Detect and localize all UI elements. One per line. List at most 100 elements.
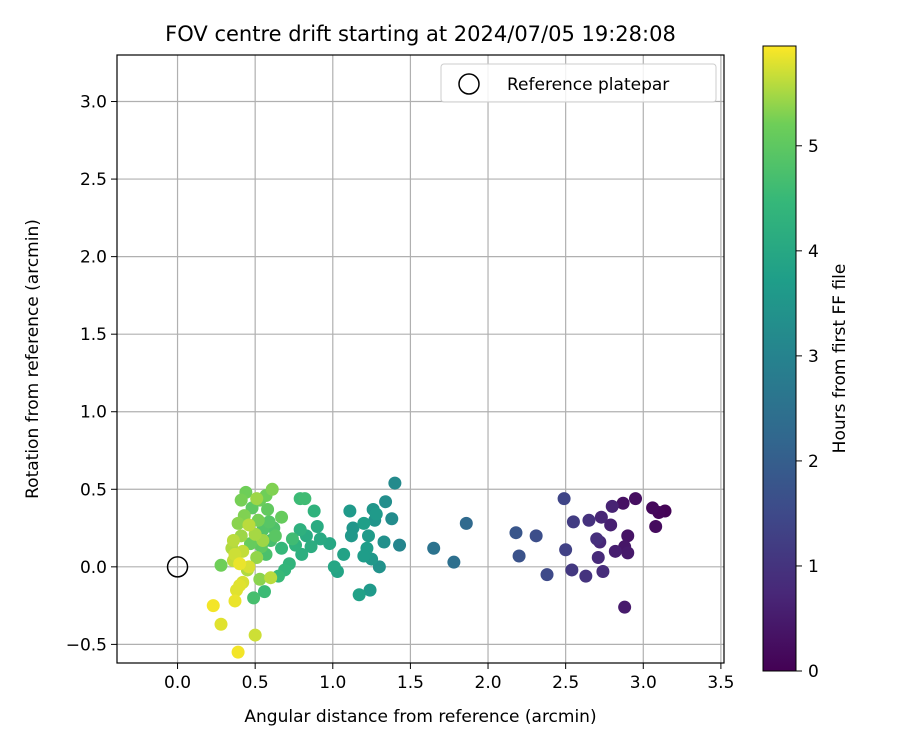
data-point <box>618 600 632 614</box>
data-point <box>250 492 264 506</box>
data-point <box>427 541 441 555</box>
data-point <box>344 529 358 543</box>
data-point <box>275 541 289 555</box>
data-point <box>509 526 523 540</box>
data-point <box>295 547 309 561</box>
data-point <box>385 512 399 526</box>
data-point <box>233 557 247 571</box>
data-point <box>310 520 324 534</box>
data-point <box>559 543 573 557</box>
y-tick-label: 1.5 <box>80 325 107 345</box>
colorbar-tick-label: 0 <box>808 662 819 682</box>
data-point <box>206 599 220 613</box>
reference-platepar-marker <box>166 556 189 578</box>
data-point <box>234 493 248 507</box>
data-point <box>275 510 289 524</box>
data-point <box>590 532 604 546</box>
data-point <box>343 504 357 518</box>
data-point <box>214 558 228 572</box>
data-point <box>557 492 571 506</box>
data-point <box>594 510 608 524</box>
y-tick-label: 2.5 <box>80 170 107 190</box>
data-point <box>565 563 579 577</box>
data-point <box>214 617 228 631</box>
data-point <box>228 594 242 608</box>
data-point <box>459 516 473 530</box>
y-tick-label: −0.5 <box>66 635 107 655</box>
data-point <box>248 628 262 642</box>
data-point <box>512 549 526 563</box>
y-axis-label: Rotation from reference (arcmin) <box>23 219 43 499</box>
data-point <box>605 499 619 513</box>
data-point <box>621 546 635 560</box>
data-point <box>361 529 375 543</box>
x-tick-label: 1.5 <box>397 673 424 693</box>
colorbar-tick-label: 3 <box>808 347 819 367</box>
data-point <box>616 496 630 510</box>
x-axis-ticks: 0.0 0.5 1.0 1.5 2.0 2.5 3.0 3.5 <box>164 663 734 693</box>
y-tick-label: 2.0 <box>80 248 107 268</box>
data-point <box>540 568 554 582</box>
data-point <box>579 569 593 583</box>
colorbar-gradient <box>762 45 797 672</box>
data-point <box>268 529 282 543</box>
grid-lines <box>117 55 724 663</box>
data-point <box>447 555 461 569</box>
colorbar-ticks: 0 1 2 3 4 5 <box>796 137 819 682</box>
plot-frame <box>116 54 725 664</box>
data-point <box>298 492 312 506</box>
data-point <box>582 513 596 527</box>
data-point <box>231 516 245 530</box>
x-tick-label: 0.0 <box>164 673 191 693</box>
data-point <box>262 515 276 529</box>
data-point <box>646 501 660 515</box>
data-point <box>250 551 264 565</box>
legend-box <box>440 63 717 103</box>
data-point <box>529 529 543 543</box>
data-point <box>604 518 618 532</box>
y-tick-label: 3.0 <box>80 93 107 113</box>
colorbar-tick-label: 1 <box>808 557 819 577</box>
data-point <box>352 588 366 602</box>
x-tick-label: 2.5 <box>552 673 579 693</box>
colorbar-tick-label: 4 <box>808 242 819 262</box>
data-point <box>377 535 391 549</box>
data-point <box>649 520 663 534</box>
data-point <box>248 527 262 541</box>
data-point <box>257 585 271 599</box>
data-point <box>393 538 407 552</box>
colorbar-tick-label: 2 <box>808 452 819 472</box>
colorbar: 0 1 2 3 4 5 Hours from first FF file <box>762 45 850 682</box>
x-tick-label: 0.5 <box>242 673 269 693</box>
data-point <box>357 516 371 530</box>
data-point <box>265 482 279 496</box>
data-point <box>357 549 371 563</box>
data-point <box>608 544 622 558</box>
x-tick-label: 1.0 <box>319 673 346 693</box>
y-tick-label: 0.0 <box>80 558 107 578</box>
data-point <box>566 515 580 529</box>
data-point <box>369 507 383 521</box>
legend-label: Reference platepar <box>507 75 669 95</box>
data-point <box>363 583 377 597</box>
legend: Reference platepar <box>440 63 717 103</box>
data-point <box>264 571 278 585</box>
x-tick-label: 3.5 <box>707 673 734 693</box>
data-point <box>231 645 245 659</box>
y-tick-label: 1.0 <box>80 403 107 423</box>
data-point <box>596 564 610 578</box>
data-point <box>293 523 307 537</box>
colorbar-tick-label: 5 <box>808 137 819 157</box>
y-axis-ticks: −0.5 0.0 0.5 1.0 1.5 2.0 2.5 3.0 <box>66 93 117 655</box>
y-tick-label: 0.5 <box>80 480 107 500</box>
data-point <box>621 529 635 543</box>
data-point <box>337 547 351 561</box>
x-tick-label: 3.0 <box>630 673 657 693</box>
x-axis-label: Angular distance from reference (arcmin) <box>244 707 596 727</box>
colorbar-label: Hours from first FF file <box>830 264 850 454</box>
data-point <box>261 502 275 516</box>
x-tick-label: 2.0 <box>475 673 502 693</box>
data-point <box>327 560 341 574</box>
data-point <box>230 583 244 597</box>
